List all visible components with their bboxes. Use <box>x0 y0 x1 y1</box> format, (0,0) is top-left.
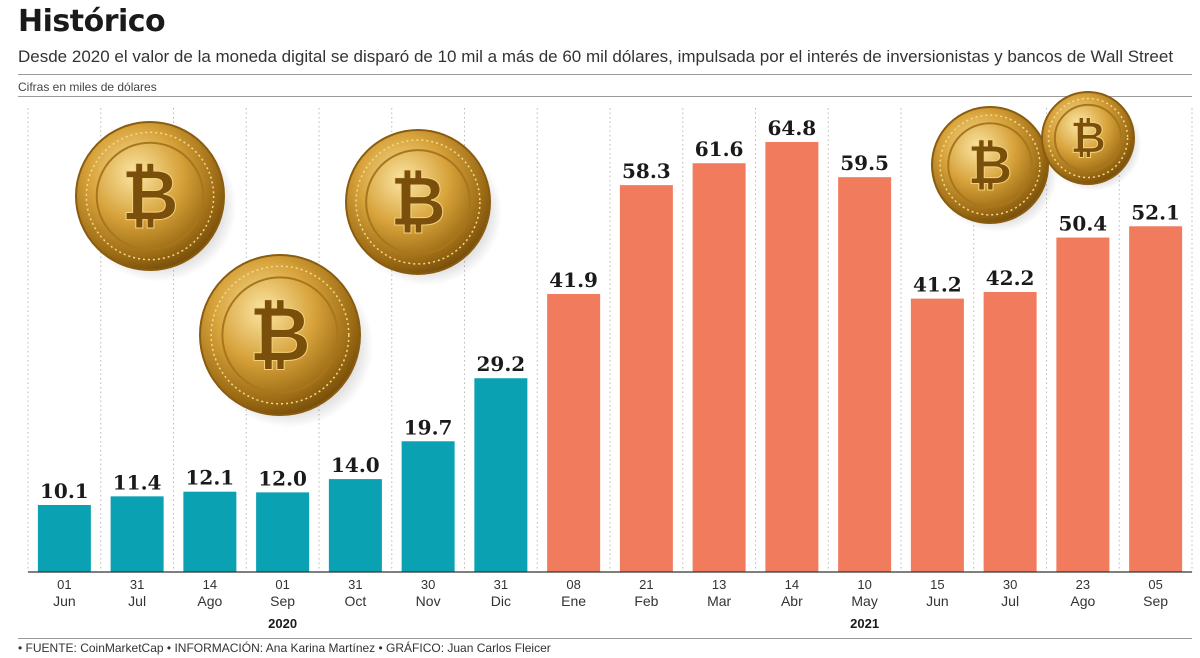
bitcoin-coin-icon: ₿ <box>345 129 503 286</box>
bitcoin-coin-icon: ₿ <box>1041 91 1142 192</box>
value-label: 58.3 <box>622 159 671 183</box>
tick-label-day: 14 <box>203 577 217 592</box>
tick-label-day: 23 <box>1076 577 1090 592</box>
bar <box>37 504 91 572</box>
tick-label-day: 05 <box>1148 577 1162 592</box>
tick-label-day: 31 <box>130 577 144 592</box>
bar <box>110 496 164 572</box>
value-labels: 10.1 11.4 12.1 12.0 14.0 19.7 29.2 41.9 58.3 61.6… <box>40 116 1180 503</box>
bar <box>183 491 237 572</box>
value-label: 11.4 <box>113 470 162 494</box>
bitcoin-coin-icon: ₿ <box>931 106 1058 233</box>
value-label: 41.9 <box>549 268 598 292</box>
value-label: 12.1 <box>186 466 235 490</box>
bar <box>692 163 746 573</box>
bar <box>1129 226 1183 572</box>
tick-label-month: Jun <box>53 593 76 609</box>
svg-text:₿: ₿ <box>121 155 178 237</box>
value-label: 64.8 <box>768 116 817 140</box>
x-axis: 01Jun31Jul14Ago01Sep31Oct30Nov31Dic08Ene… <box>28 571 1192 631</box>
tick-label-month: Jun <box>926 593 949 609</box>
svg-text:₿: ₿ <box>1070 113 1106 164</box>
value-label: 14.0 <box>331 453 380 477</box>
bars <box>37 142 1183 573</box>
value-label: 50.4 <box>1059 212 1108 236</box>
tick-label-month: Feb <box>634 593 658 609</box>
units-note: Cifras en miles de dólares <box>18 80 157 94</box>
bar <box>983 291 1037 572</box>
tick-label-month: Jul <box>128 593 146 609</box>
tick-label-day: 31 <box>348 577 362 592</box>
value-label: 19.7 <box>404 415 453 439</box>
tick-label-month: Oct <box>344 593 366 609</box>
bar <box>619 185 673 572</box>
bar <box>838 177 892 573</box>
year-label: 2021 <box>850 616 879 631</box>
bar <box>256 492 310 572</box>
tick-label-day: 15 <box>930 577 944 592</box>
svg-text:₿: ₿ <box>390 163 446 242</box>
chart-subtitle: Desde 2020 el valor de la moneda digital… <box>18 47 1174 66</box>
value-label: 52.1 <box>1131 200 1180 224</box>
coin-illustrations: ₿ ₿ ₿ ₿ ₿ <box>75 91 1142 428</box>
svg-text:₿: ₿ <box>249 290 311 379</box>
chart-title: Histórico <box>18 4 166 39</box>
tick-label-day: 08 <box>566 577 580 592</box>
footer-rule <box>18 638 1192 639</box>
source-credits: • FUENTE: CoinMarketCap • INFORMACIÓN: A… <box>18 641 551 655</box>
value-label: 41.2 <box>913 273 962 297</box>
bar <box>910 298 964 572</box>
tick-label-day: 01 <box>275 577 289 592</box>
tick-label-day: 13 <box>712 577 726 592</box>
bitcoin-coin-icon: ₿ <box>199 254 374 428</box>
bitcoin-coin-icon: ₿ <box>75 121 237 282</box>
bar <box>328 479 382 572</box>
tick-label-month: Ago <box>1070 593 1095 609</box>
tick-label-month: Ene <box>561 593 586 609</box>
header-rule <box>18 74 1192 75</box>
tick-label-day: 10 <box>857 577 871 592</box>
svg-text:₿: ₿ <box>968 133 1013 197</box>
tick-label-day: 01 <box>57 577 71 592</box>
value-label: 29.2 <box>477 352 526 376</box>
value-label: 59.5 <box>840 151 889 175</box>
tick-label-month: Abr <box>781 593 803 609</box>
value-label: 61.6 <box>695 137 744 161</box>
bar <box>474 378 528 572</box>
tick-label-month: Jul <box>1001 593 1019 609</box>
tick-label-day: 21 <box>639 577 653 592</box>
bar <box>547 293 601 572</box>
tick-label-day: 30 <box>421 577 435 592</box>
bar <box>401 441 455 572</box>
value-label: 12.0 <box>258 466 307 490</box>
tick-label-month: May <box>851 593 877 609</box>
bar <box>765 142 819 572</box>
value-label: 42.2 <box>986 266 1035 290</box>
year-label: 2020 <box>268 616 297 631</box>
note-rule <box>18 96 1192 97</box>
tick-label-month: Sep <box>1143 593 1168 609</box>
tick-label-month: Sep <box>270 593 295 609</box>
bar <box>1056 237 1110 573</box>
tick-label-day: 14 <box>785 577 799 592</box>
tick-label-month: Ago <box>197 593 222 609</box>
value-label: 10.1 <box>40 479 89 503</box>
tick-label-day: 31 <box>494 577 508 592</box>
tick-label-month: Dic <box>491 593 511 609</box>
tick-label-day: 30 <box>1003 577 1017 592</box>
tick-label-month: Mar <box>707 593 731 609</box>
tick-label-month: Nov <box>416 593 441 609</box>
